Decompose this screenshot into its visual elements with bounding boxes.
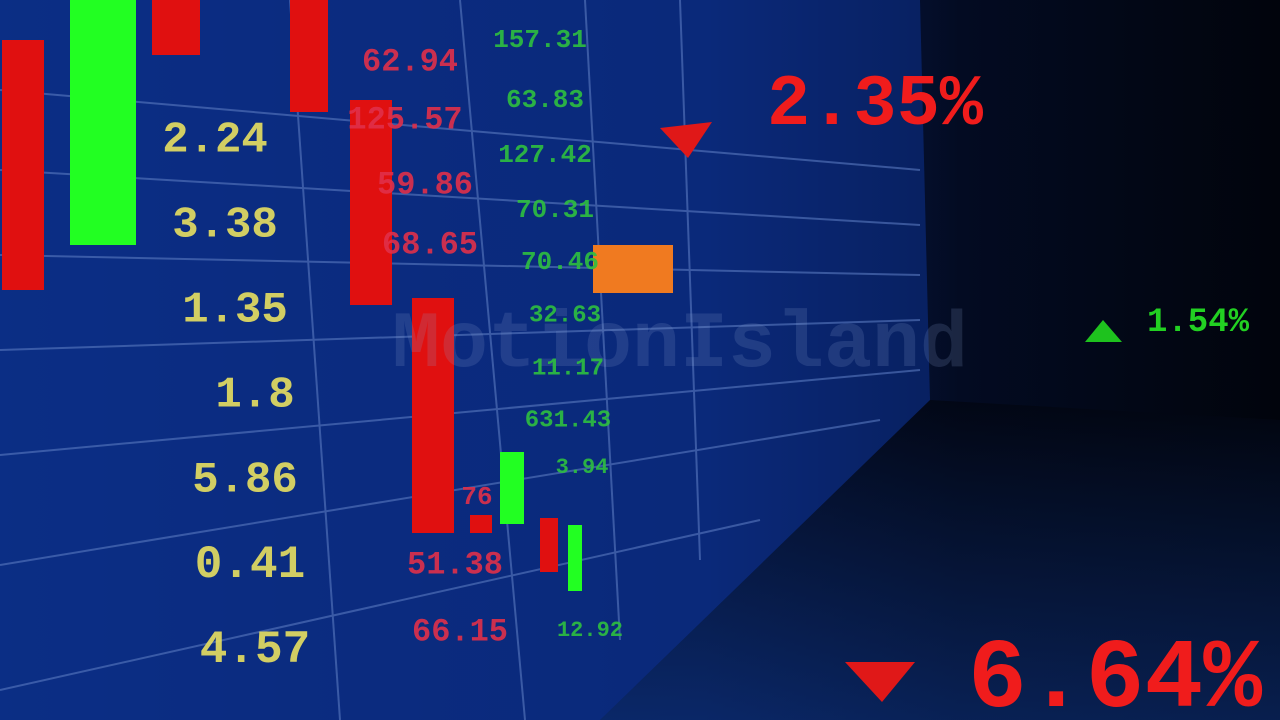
down-arrow [845, 662, 915, 702]
percent-indicator: 6.64% [968, 625, 1262, 720]
candles [2, 0, 673, 591]
ticker-value: 62.94 [362, 43, 458, 80]
ticker-texts: 2.24 3.38 1.35 1.8 5.86 0.41 4.57 62.94 125.57 59… [162, 25, 1262, 720]
ticker-value: 127.42 [498, 140, 592, 170]
ticker-value: 157.31 [493, 25, 587, 55]
ticker-value: 63.83 [506, 85, 584, 115]
ticker-value: 1.8 [215, 371, 294, 421]
ticker-value: 59.86 [377, 166, 473, 203]
percent-indicator: 2.35% [767, 64, 984, 146]
ticker-value: 32.63 [529, 302, 601, 329]
ticker-value: 68.65 [382, 226, 478, 263]
ticker-value: 3.38 [172, 201, 278, 251]
down-arrow [660, 122, 712, 158]
ticker-value: 0.41 [195, 539, 305, 591]
up-arrow [1085, 320, 1122, 342]
watermark: MotionIsland [392, 300, 968, 391]
ticker-value: 1.35 [182, 286, 288, 336]
ticker-value: 66.15 [412, 613, 508, 650]
ticker-value: 5.86 [192, 456, 298, 506]
ticker-value: 2.24 [162, 116, 268, 166]
ticker-value: 51.38 [407, 546, 503, 583]
ticker-value: 70.31 [516, 195, 594, 225]
ticker-value: 631.43 [525, 407, 611, 434]
ticker-value: 4.57 [200, 624, 310, 676]
ticker-value: 12.92 [557, 618, 623, 643]
board-grid [0, 0, 921, 720]
floor [600, 400, 1280, 720]
ticker-value: 11.17 [532, 355, 604, 382]
percent-indicator: 1.54% [1147, 304, 1250, 342]
ticker-value: 125.57 [347, 101, 462, 138]
ticker-value: 76 [461, 482, 492, 512]
board [0, 0, 930, 720]
ticker-value: 70.46 [521, 247, 599, 277]
ticker-value: 3.94 [556, 455, 609, 480]
